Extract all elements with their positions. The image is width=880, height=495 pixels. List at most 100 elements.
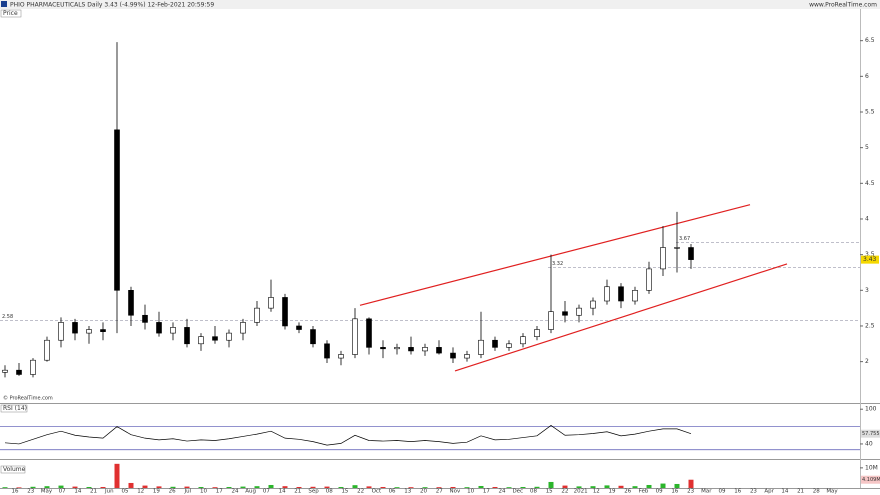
x-tick-label: 05 [121,489,128,495]
x-tick-label: 27 [436,489,443,495]
volume-bar [660,483,666,488]
x-tick-label: 24 [499,489,506,495]
volume-bar [548,481,554,488]
volume-bar [212,487,218,488]
y-tick-label: 5.5 [865,108,875,115]
candle-body [506,343,512,348]
y-tick-label: 10M [865,464,878,471]
x-tick-label: 14 [781,489,788,495]
volume-bar [604,485,610,488]
x-tick-label: May [41,489,53,495]
volume-bar [296,486,302,488]
candle-body [380,347,386,350]
candle-body [394,347,400,350]
candle-body [268,297,274,309]
x-tick-label: 23 [750,489,757,495]
candle-body [184,327,190,345]
x-tick-label: 17 [483,489,490,495]
candle-body [254,307,260,323]
volume-bar [16,487,22,488]
candle-body [520,336,526,345]
y-tick-label: 6 [865,73,869,80]
panel-label-box [0,465,26,474]
candle-body [86,329,92,334]
candle-body [72,322,78,334]
volume-bar [226,486,232,488]
candle-body [548,311,554,330]
chart-title: PHIO PHARMACEUTICALS Daily 3.43 (-4.99%)… [10,2,214,9]
y-tick-label: 3 [865,287,869,294]
x-tick-label: 16 [734,489,741,495]
candle-body [212,336,218,341]
volume-bar [254,486,260,488]
x-tick-label: 16 [671,489,678,495]
volume-bar [618,485,624,488]
volume-bar [44,486,50,488]
candle-body [114,129,120,291]
x-tick-label: 19 [153,489,160,495]
x-tick-label: Nov [450,489,461,495]
candle-body [128,290,134,316]
volume-bar [324,486,330,488]
x-tick-label: Jul [184,489,192,495]
candle-body [576,307,582,316]
x-tick-label: Mar [701,489,712,495]
x-tick-label: 10 [200,489,207,495]
candle-body [58,322,64,341]
candle-body [436,347,442,354]
rsi-last-tag [861,429,880,438]
x-tick-label: 07 [263,489,270,495]
volume-bar [576,486,582,488]
y-tick-label: 5 [865,144,869,151]
trend-line [454,263,788,372]
candle-body [310,329,316,345]
x-tick-label: 26 [624,489,631,495]
x-tick-label: 10 [467,489,474,495]
volume-bar [184,486,190,488]
candle-body [464,354,470,359]
x-tick-label: 12 [593,489,600,495]
last-price-label: 3.43 [863,256,877,263]
x-tick-label: 19 [609,489,616,495]
x-tick-label: 20 [420,489,427,495]
x-tick-label: 08 [530,489,537,495]
x-tick-label: 09 [719,489,726,495]
watermark: © ProRealTime.com [3,395,53,402]
panel-label: Price [3,10,18,17]
x-tick-label: 14 [74,489,81,495]
candle-body [44,339,50,361]
candle-body [422,347,428,352]
candle-body [226,332,232,341]
candle-body [590,300,596,309]
candle-body [2,369,8,373]
volume-bar [506,487,512,488]
x-tick-label: 21 [294,489,301,495]
x-tick-label: 13 [404,489,411,495]
header-bar [0,0,880,9]
volume-bar [492,486,498,488]
volume-bar [688,479,694,488]
volume-bar [478,485,484,488]
volume-bar [590,486,596,488]
candle-body [100,329,106,332]
candle-body [618,286,624,302]
last-price-tag [861,255,879,264]
x-tick-label: Feb [639,489,649,495]
x-tick-label: 23 [27,489,34,495]
y-tick-label: 2 [865,358,869,365]
candle-body [688,247,694,260]
candle-body [198,336,204,345]
candle-body [240,322,246,334]
trend-line [359,204,751,306]
volume-bar [268,484,274,488]
candle-body [646,268,652,291]
y-tick-label: 3.5 [865,251,875,258]
x-tick-label: 08 [326,489,333,495]
volume-bar [520,486,526,488]
level-label: 2.58 [2,314,13,320]
volume-bar [2,487,8,488]
y-tick-label: 6.5 [865,37,875,44]
x-tick-label: 15 [546,489,553,495]
x-tick-label: 22 [561,489,568,495]
x-tick-label: 24 [231,489,238,495]
